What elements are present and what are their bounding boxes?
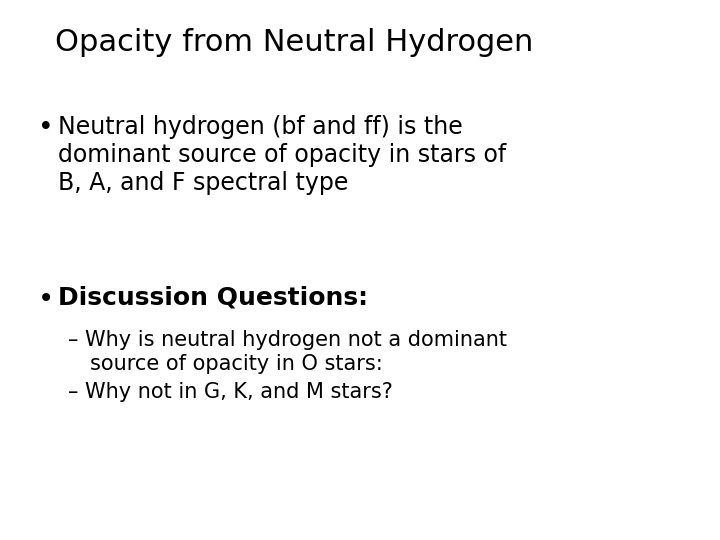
Text: •: • (38, 115, 53, 141)
Text: Discussion Questions:: Discussion Questions: (58, 285, 368, 309)
Text: Neutral hydrogen (bf and ff) is the: Neutral hydrogen (bf and ff) is the (58, 115, 463, 139)
Text: – Why is neutral hydrogen not a dominant: – Why is neutral hydrogen not a dominant (68, 330, 507, 350)
Text: •: • (38, 285, 54, 313)
Text: source of opacity in O stars:: source of opacity in O stars: (90, 354, 383, 374)
Text: – Why not in G, K, and M stars?: – Why not in G, K, and M stars? (68, 382, 393, 402)
Text: dominant source of opacity in stars of: dominant source of opacity in stars of (58, 143, 506, 167)
Text: B, A, and F spectral type: B, A, and F spectral type (58, 171, 348, 195)
Text: Opacity from Neutral Hydrogen: Opacity from Neutral Hydrogen (55, 28, 534, 57)
